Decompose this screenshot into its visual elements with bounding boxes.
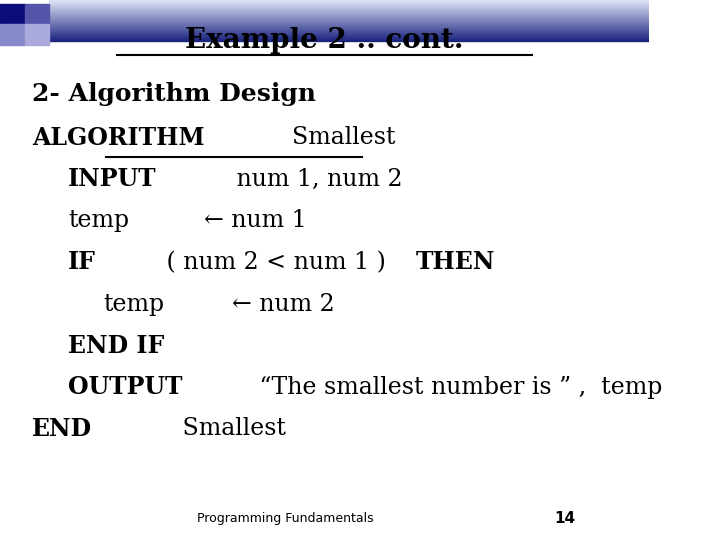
Text: Smallest: Smallest — [161, 417, 287, 440]
Text: OUTPUT: OUTPUT — [68, 375, 183, 399]
Text: THEN: THEN — [415, 251, 495, 274]
Text: Example 2 .. cont.: Example 2 .. cont. — [185, 27, 464, 54]
Bar — [24, 24, 49, 45]
Text: temp: temp — [104, 293, 165, 315]
Text: END IF: END IF — [68, 334, 164, 357]
Text: IF: IF — [68, 251, 96, 274]
Text: 14: 14 — [554, 511, 575, 526]
Text: INPUT: INPUT — [68, 167, 157, 191]
Text: ← num 2: ← num 2 — [217, 293, 334, 315]
Bar — [24, 4, 49, 24]
Text: temp: temp — [68, 210, 130, 232]
Text: num 1, num 2: num 1, num 2 — [214, 168, 402, 191]
Text: ALGORITHM: ALGORITHM — [32, 126, 205, 150]
Bar — [0, 24, 24, 45]
Text: “The smallest number is ” ,  temp: “The smallest number is ” , temp — [237, 376, 662, 399]
Text: ← num 1: ← num 1 — [189, 210, 307, 232]
Text: END: END — [32, 417, 93, 441]
Text: Programming Fundamentals: Programming Fundamentals — [197, 512, 374, 525]
Text: 2- Algorithm Design: 2- Algorithm Design — [32, 83, 316, 106]
Bar — [0, 4, 24, 24]
Text: Smallest: Smallest — [262, 126, 395, 149]
Text: ( num 2 < num 1 ): ( num 2 < num 1 ) — [159, 251, 394, 274]
